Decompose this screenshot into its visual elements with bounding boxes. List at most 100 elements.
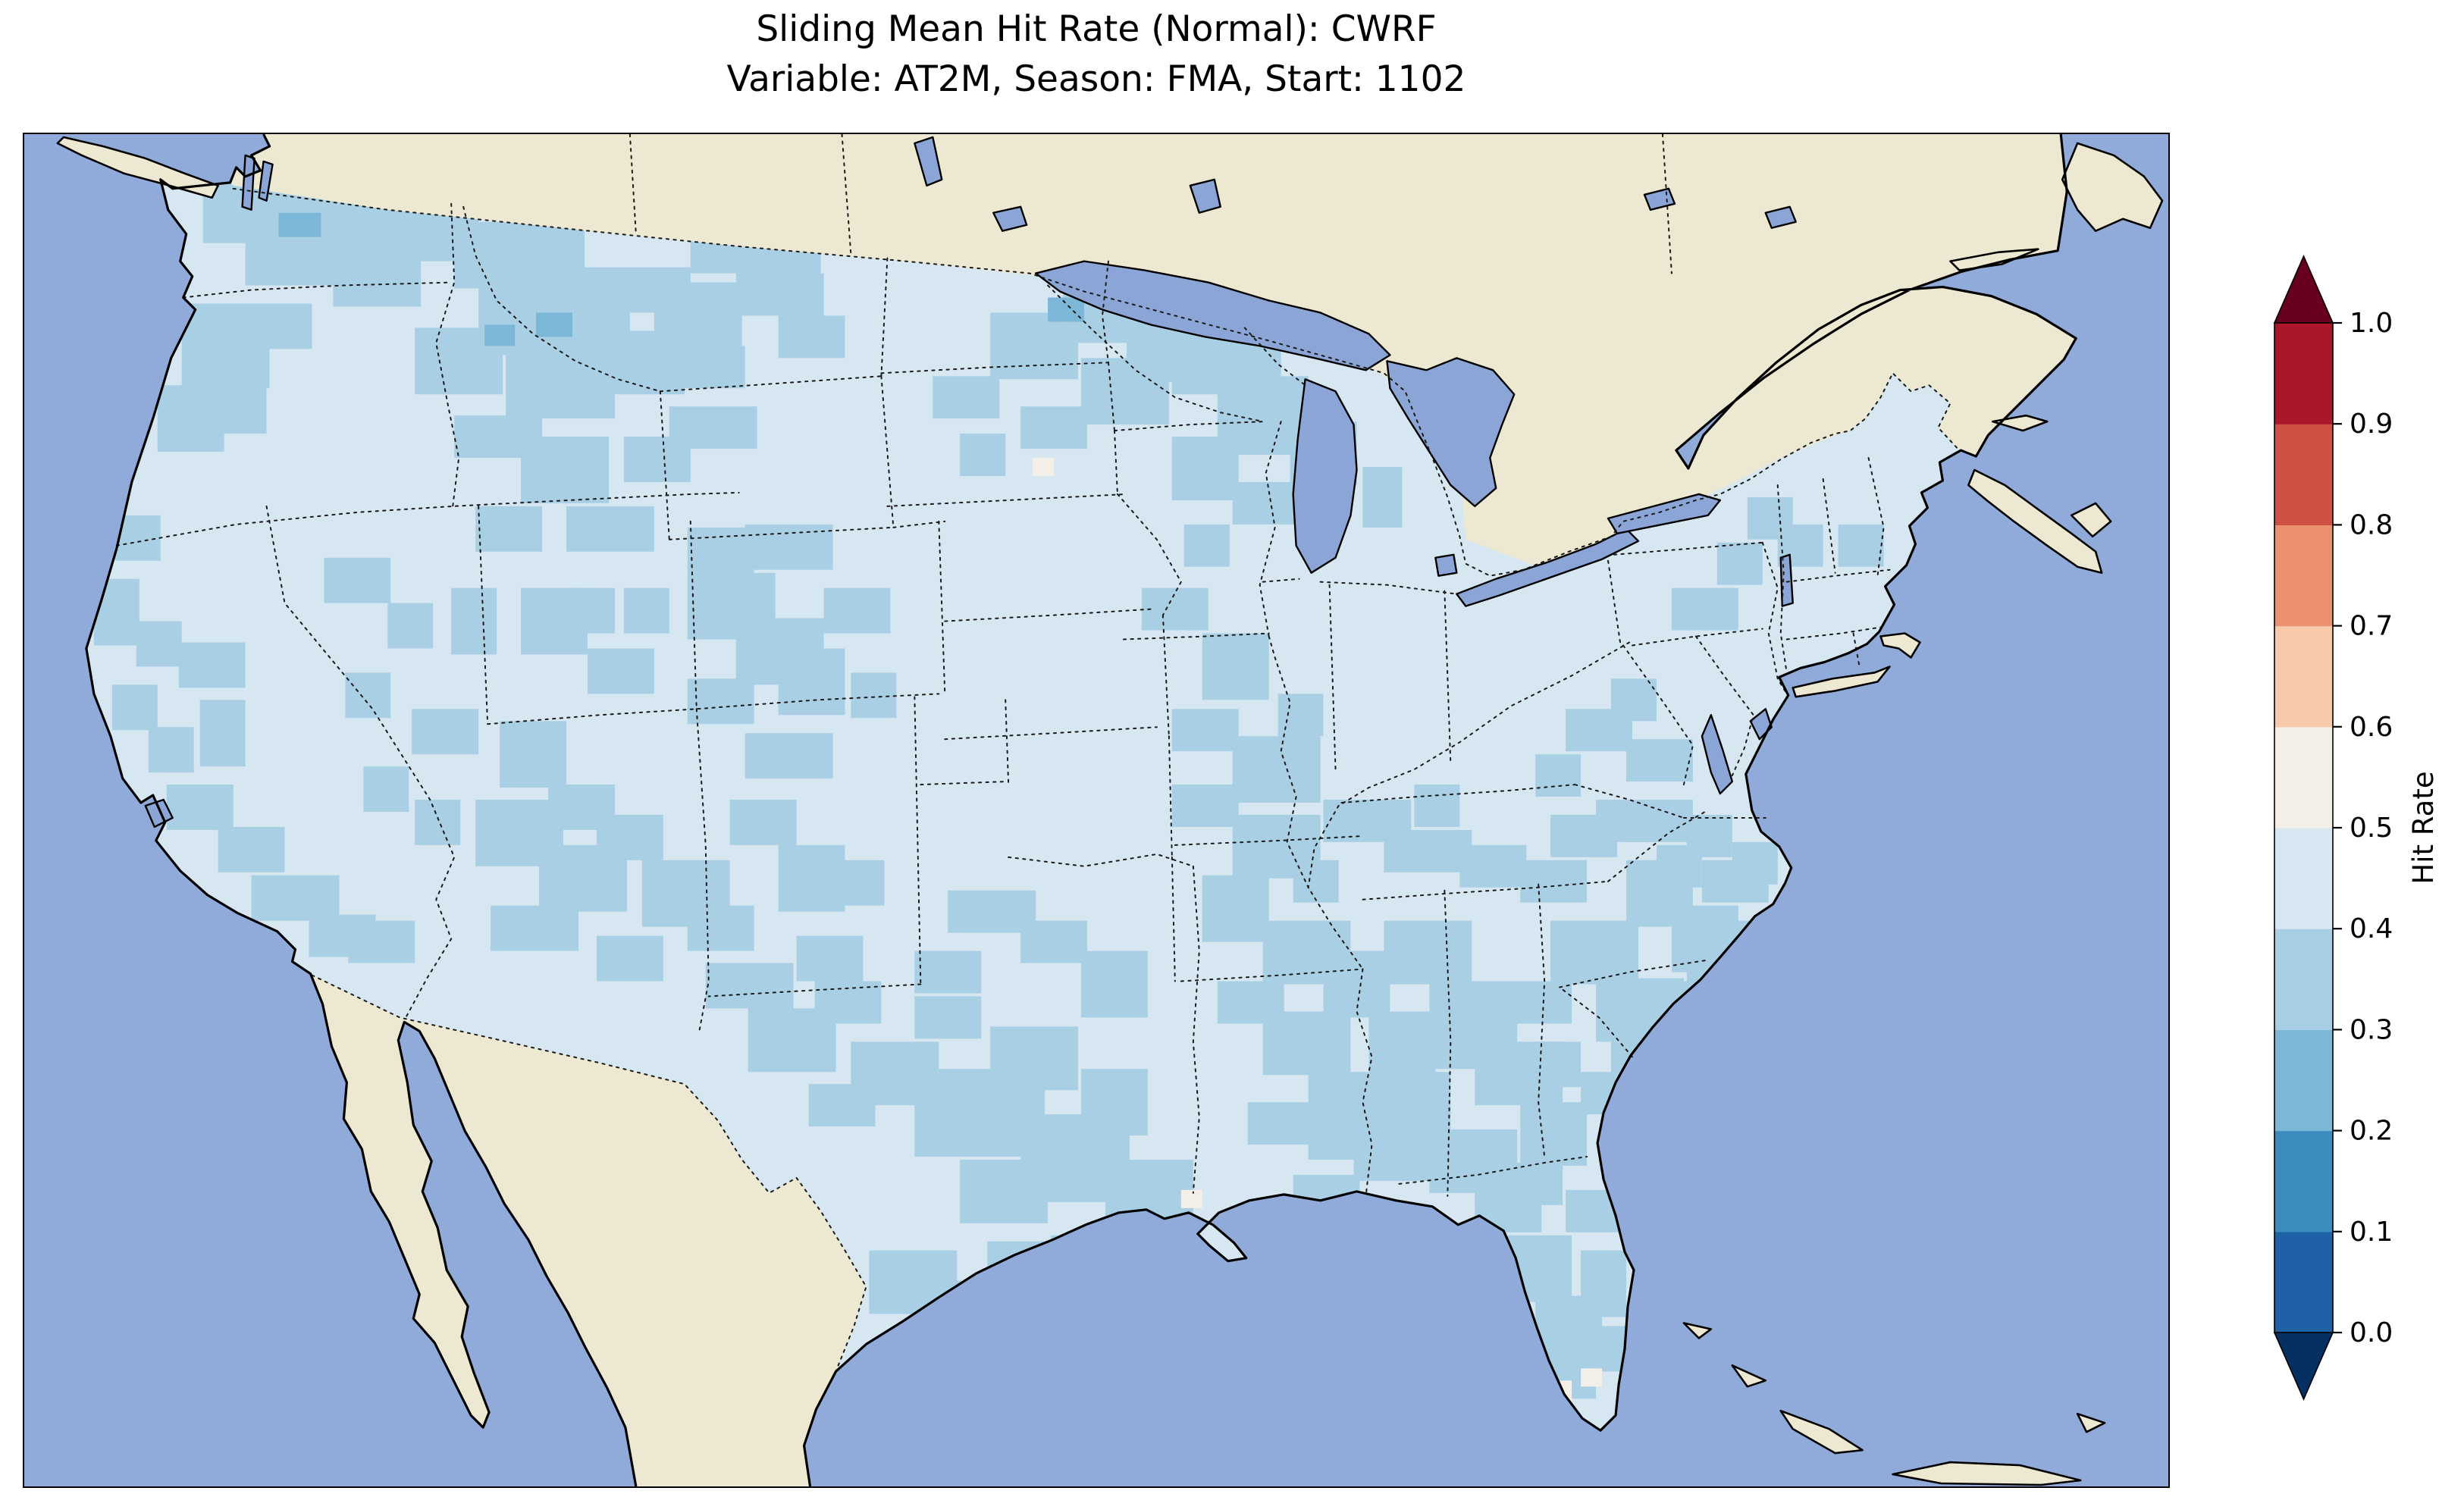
colorbar-segment-0.5-0.6 — [2274, 726, 2333, 828]
us-map — [24, 134, 2168, 1486]
heatmap-cell — [484, 324, 516, 346]
cuba-coast — [1892, 1461, 2082, 1486]
heatmap-cell — [218, 826, 285, 872]
lake-winnipeg — [914, 136, 943, 187]
heatmap-cell — [796, 935, 864, 982]
colorbar-segment-0.0-0.1 — [2274, 1231, 2333, 1333]
heatmap-cell — [778, 844, 845, 912]
islands — [56, 136, 2164, 1486]
heatmap-cell — [1550, 920, 1638, 985]
heatmap-cell — [1081, 1069, 1148, 1136]
lake-champlain — [1779, 553, 1794, 607]
colorbar-segment-0.6-0.7 — [2274, 625, 2333, 728]
heatmap-cell — [1838, 524, 1884, 567]
heatmap-cell — [914, 951, 982, 994]
heatmap-cell — [178, 642, 246, 688]
heatmap-cell — [1171, 709, 1239, 752]
heatmap-cell — [1247, 1102, 1315, 1145]
heatmap-cell — [669, 406, 757, 449]
heatmap-cell — [839, 860, 885, 906]
chesapeake-bay — [1701, 714, 1734, 795]
heatmap-cell — [1048, 297, 1085, 322]
heatmap-cell — [1732, 841, 1778, 885]
quebec-lake-1 — [1764, 205, 1797, 229]
newfoundland — [2061, 142, 2164, 233]
heatmap-cell — [1171, 785, 1239, 827]
heatmap-cell — [221, 367, 267, 434]
colorbar: 0.0 0.1 0.2 0.3 0.4 0.5 0.6 0.7 0.8 0.9 1.0 Hit Rat… — [2263, 243, 2464, 1425]
heatmap-cell — [363, 766, 409, 812]
heatmap-cell — [1384, 1072, 1451, 1136]
colorbar-segment-0.3-0.4 — [2274, 929, 2333, 1030]
heatmap-cell — [491, 905, 578, 951]
state-borders-southeast — [1340, 644, 1766, 1197]
heatmap-cell — [475, 506, 543, 552]
heatmap-cell — [454, 221, 585, 289]
heatmap-cell — [1535, 1041, 1582, 1088]
state-borders-midwest — [1047, 284, 1631, 970]
heatmap-cell — [705, 963, 794, 1009]
heatmap-cell — [278, 212, 321, 237]
puget-sound-east-arm — [258, 160, 274, 202]
us-mexico-border — [311, 974, 867, 1373]
bahamas-island-1 — [1682, 1322, 1713, 1339]
colorbar-segment-0.9-1.0 — [2274, 323, 2333, 424]
heatmap-cells — [93, 179, 1884, 1402]
title-line-2: Variable: AT2M, Season: FMA, Start: 1102 — [726, 58, 1466, 100]
heatmap-cell — [596, 814, 663, 860]
heatmap-cell — [1520, 1102, 1588, 1166]
heatmap-cell — [1180, 1189, 1202, 1208]
heatmap-cell — [148, 727, 194, 773]
heatmap-cell — [199, 700, 246, 767]
heatmap-cell — [1202, 875, 1269, 942]
heatmap-cell — [348, 920, 415, 963]
heatmap-cell — [1020, 920, 1088, 963]
heatmap-cell — [1520, 860, 1588, 903]
heatmap-cell — [1368, 1011, 1436, 1079]
heatmap-cell — [914, 996, 982, 1039]
heatmap-cell — [687, 527, 754, 573]
lake-st-clair — [1434, 553, 1458, 577]
heatmap-cell — [1141, 587, 1208, 631]
vancouver-island — [56, 136, 219, 199]
colorbar-tick-label: 0.0 — [2350, 1317, 2393, 1348]
colorbar-tick-label: 0.4 — [2350, 913, 2393, 944]
nova-scotia — [1967, 468, 2103, 574]
colorbar-under-arrow — [2273, 1332, 2334, 1401]
heatmap-cell — [678, 346, 745, 389]
heatmap-cell — [111, 684, 158, 731]
heatmap-cell — [735, 273, 824, 316]
heatmap-cell — [1384, 920, 1472, 985]
heatmap-cell — [1232, 481, 1299, 525]
heatmap-cell — [654, 282, 742, 346]
heatmap-cell — [1535, 754, 1582, 797]
heatmap-cell — [1232, 736, 1321, 803]
colorbar-tick-label: 0.8 — [2350, 509, 2393, 540]
colorbar-segment-0.4-0.5 — [2274, 828, 2333, 929]
heatmap-cell — [387, 603, 434, 649]
heatmap-cell — [245, 303, 312, 349]
colorbar-tick-label: 0.3 — [2350, 1014, 2393, 1045]
puget-sound — [241, 154, 255, 211]
us-canada-border — [232, 187, 1959, 577]
cape-breton-island — [2070, 502, 2112, 538]
title-line-1: Sliding Mean Hit Rate (Normal): CWRF — [756, 8, 1437, 50]
long-island — [1792, 666, 1891, 698]
colorbar-over-arrow — [2273, 255, 2334, 324]
heatmap-cell — [1671, 587, 1738, 631]
heatmap-cell — [345, 672, 391, 719]
state-borders-west — [115, 202, 946, 1031]
heatmap-cell — [451, 587, 497, 655]
san-francisco-bay — [144, 798, 174, 828]
lake-superior — [1034, 260, 1391, 371]
heatmap-cell — [623, 587, 669, 634]
heatmap-cell — [1626, 800, 1693, 842]
heatmap-cell — [778, 315, 845, 359]
lakes — [144, 136, 1797, 828]
heatmap-cell — [166, 785, 234, 830]
heatmap-cell — [1414, 785, 1460, 827]
heatmap-cell — [333, 261, 422, 307]
colorbar-segment-0.7-0.8 — [2274, 525, 2333, 627]
heatmap-cell — [157, 385, 224, 453]
